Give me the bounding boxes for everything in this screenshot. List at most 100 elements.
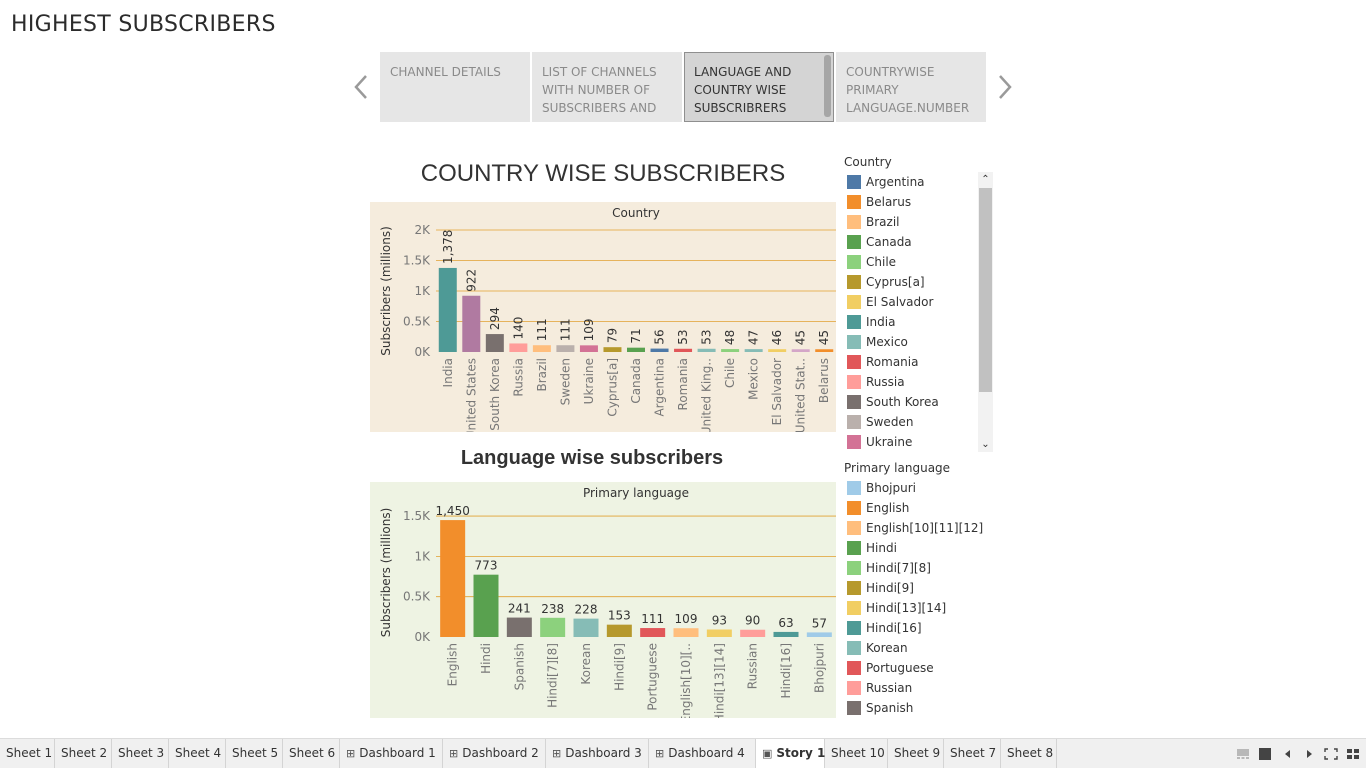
legend-item[interactable]: English[10][11][12] [844, 518, 994, 538]
bar[interactable] [640, 628, 666, 637]
story-point-2[interactable]: LIST OF CHANNELS WITH NUMBER OF SUBSCRIB… [532, 52, 682, 122]
legend-scrollbar[interactable]: ⌃ ⌄ [978, 172, 993, 452]
legend-item[interactable]: Hindi[16] [844, 618, 994, 638]
legend-item[interactable]: Romania [844, 352, 976, 372]
legend-item[interactable]: Argentina [844, 172, 976, 192]
legend-item[interactable]: Russian [844, 678, 994, 698]
bar[interactable] [768, 349, 787, 352]
legend-label: Sweden [866, 415, 914, 429]
legend-item[interactable]: Mexico [844, 332, 976, 352]
legend-item[interactable]: English [844, 498, 994, 518]
bar[interactable] [721, 349, 740, 352]
legend-item[interactable]: Hindi[9] [844, 578, 994, 598]
bar[interactable] [579, 345, 598, 352]
bar[interactable] [697, 348, 716, 352]
sheet-tab[interactable]: Sheet 9 [888, 739, 944, 768]
scroll-thumb[interactable] [979, 188, 992, 392]
sheet-tab[interactable]: ⊞ Dashboard 2 [443, 739, 546, 768]
language-legend[interactable]: Primary language Bhojpuri English English[… [844, 461, 994, 718]
sheet-tab[interactable]: Sheet 8 [1001, 739, 1057, 768]
sheet-tab[interactable]: Sheet 4 [169, 739, 226, 768]
prev-story-point-button[interactable] [352, 72, 372, 102]
sheet-tab[interactable]: ⊞ Dashboard 1 [340, 739, 443, 768]
sheet-tab[interactable]: ▣ Story 1 [756, 739, 825, 768]
sheet-tab[interactable]: Sheet 7 [944, 739, 1001, 768]
legend-label: Hindi[13][14] [866, 601, 947, 615]
story-point-scrollbar[interactable] [824, 55, 831, 117]
sheet-tab[interactable]: Sheet 10 [825, 739, 888, 768]
bar[interactable] [706, 629, 732, 637]
next-story-point-button[interactable] [994, 72, 1014, 102]
x-tick-label: Hindi[9] [612, 643, 626, 691]
x-tick-label: Hindi [479, 643, 493, 674]
bar[interactable] [509, 343, 528, 352]
presentation-mode-icon[interactable] [1324, 748, 1338, 760]
data-label: 79 [605, 328, 619, 343]
legend-item[interactable]: Portuguese [844, 658, 994, 678]
sheet-tab[interactable]: Sheet 5 [226, 739, 283, 768]
bar[interactable] [506, 617, 532, 637]
bar[interactable] [740, 629, 766, 637]
bar[interactable] [674, 348, 693, 352]
legend-item[interactable]: Canada [844, 232, 976, 252]
show-filmstrip-icon[interactable] [1236, 748, 1250, 760]
legend-item[interactable]: Hindi[7][8] [844, 558, 994, 578]
legend-item[interactable]: Russia [844, 372, 976, 392]
bar[interactable] [573, 618, 599, 637]
scroll-down-icon[interactable]: ⌄ [981, 439, 990, 450]
data-label: 294 [488, 307, 502, 330]
bar[interactable] [440, 520, 466, 637]
bar[interactable] [485, 334, 504, 352]
legend-item[interactable]: Hindi[13][14] [844, 598, 994, 618]
data-label: 53 [676, 329, 690, 344]
bar[interactable] [532, 345, 551, 352]
legend-item[interactable]: El Salvador [844, 292, 976, 312]
bar[interactable] [650, 348, 669, 352]
legend-item[interactable]: Bhojpuri [844, 478, 994, 498]
bar[interactable] [462, 295, 481, 352]
sheet-tab[interactable]: ⊞ Dashboard 4 [649, 739, 756, 768]
bar[interactable] [438, 267, 457, 352]
bar[interactable] [744, 349, 763, 352]
bar[interactable] [606, 624, 632, 637]
y-tick-label: 1.5K [403, 254, 431, 268]
country-legend[interactable]: Country Argentina Belarus Brazil Canada Chil… [844, 155, 976, 452]
sheet-tab[interactable]: ⊞ Dashboard 3 [546, 739, 649, 768]
legend-item[interactable]: India [844, 312, 976, 332]
bar[interactable] [473, 574, 499, 637]
story-point-3[interactable]: LANGUAGE AND COUNTRY WISE SUBSCRIBRERS [684, 52, 834, 122]
show-tabs-icon[interactable] [1258, 748, 1272, 760]
legend-item[interactable]: South Korea [844, 392, 976, 412]
bar[interactable] [815, 349, 834, 352]
legend-label: Portuguese [866, 661, 934, 675]
legend-item[interactable]: Belarus [844, 192, 976, 212]
sheet-tab[interactable]: Sheet 6 [283, 739, 340, 768]
bar[interactable] [791, 349, 810, 352]
bar[interactable] [540, 617, 566, 637]
legend-item[interactable]: Sweden [844, 412, 976, 432]
legend-item[interactable]: Cyprus[a] [844, 272, 976, 292]
bar[interactable] [627, 347, 645, 352]
legend-item[interactable]: Chile [844, 252, 976, 272]
next-sheet-icon[interactable] [1302, 748, 1316, 760]
previous-sheet-icon[interactable] [1281, 748, 1295, 760]
sheet-tab[interactable]: Sheet 3 [112, 739, 169, 768]
legend-item[interactable]: Ukraine [844, 432, 976, 452]
sheet-tab[interactable]: Sheet 1 [0, 739, 55, 768]
grid-view-icon[interactable] [1346, 748, 1360, 760]
bar[interactable] [603, 347, 622, 352]
bar[interactable] [673, 628, 699, 637]
sheet-tab[interactable]: Sheet 2 [55, 739, 112, 768]
bar[interactable] [556, 345, 575, 352]
story-point-4[interactable]: COUNTRYWISE PRIMARY LANGUAGE.NUMBER [836, 52, 986, 122]
x-tick-label: Hindi[13][14] [712, 643, 726, 718]
story-point-1[interactable]: CHANNEL DETAILS [380, 52, 530, 122]
legend-item[interactable]: Korean [844, 638, 994, 658]
legend-item[interactable]: Brazil [844, 212, 976, 232]
bar[interactable] [773, 631, 799, 637]
bar[interactable] [806, 632, 832, 637]
legend-item[interactable]: Hindi [844, 538, 994, 558]
legend-item[interactable]: Spanish [844, 698, 994, 718]
scroll-up-icon[interactable]: ⌃ [981, 174, 990, 185]
dashboard-icon: ⊞ [346, 747, 356, 760]
